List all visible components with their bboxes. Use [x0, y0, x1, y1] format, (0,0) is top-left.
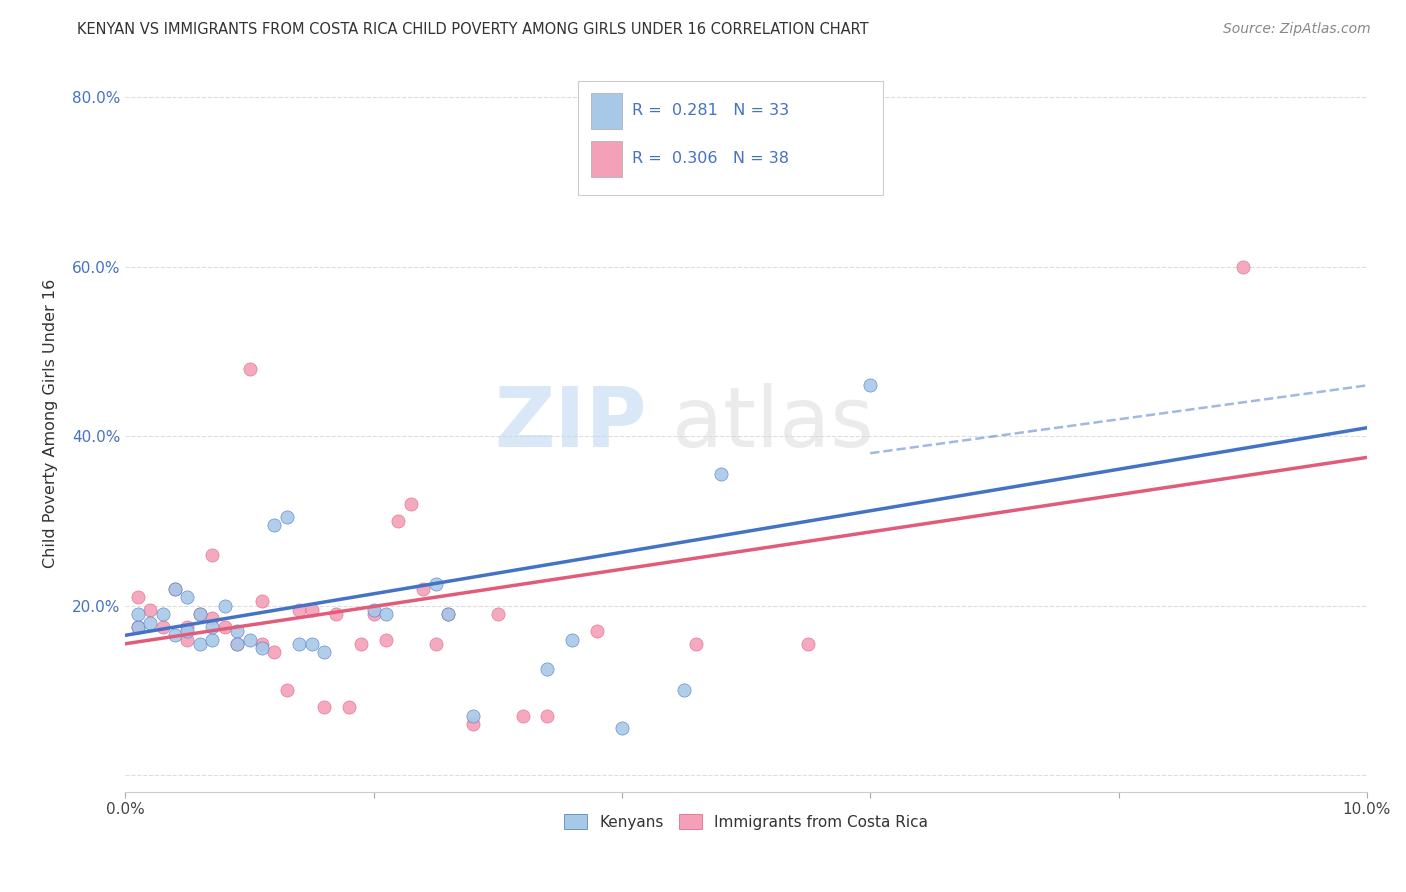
Text: R =  0.306   N = 38: R = 0.306 N = 38	[631, 151, 789, 166]
Point	[673, 683, 696, 698]
Point	[561, 632, 583, 647]
Point	[250, 637, 273, 651]
Point	[226, 637, 249, 651]
Text: Source: ZipAtlas.com: Source: ZipAtlas.com	[1223, 22, 1371, 37]
Point	[412, 582, 434, 596]
Point	[127, 590, 149, 604]
Point	[512, 708, 534, 723]
Point	[263, 645, 285, 659]
Point	[425, 637, 447, 651]
Text: ZIP: ZIP	[495, 383, 647, 464]
Point	[536, 708, 558, 723]
Point	[201, 620, 224, 634]
Point	[139, 615, 162, 630]
Point	[250, 640, 273, 655]
Point	[375, 632, 398, 647]
Point	[797, 637, 820, 651]
Text: KENYAN VS IMMIGRANTS FROM COSTA RICA CHILD POVERTY AMONG GIRLS UNDER 16 CORRELAT: KENYAN VS IMMIGRANTS FROM COSTA RICA CHI…	[77, 22, 869, 37]
Point	[312, 645, 335, 659]
Point	[127, 620, 149, 634]
Point	[301, 603, 323, 617]
Point	[163, 582, 186, 596]
Point	[312, 700, 335, 714]
Point	[226, 637, 249, 651]
Point	[1232, 260, 1254, 274]
Point	[461, 708, 484, 723]
Text: R =  0.281   N = 33: R = 0.281 N = 33	[631, 103, 789, 118]
Legend: Kenyans, Immigrants from Costa Rica: Kenyans, Immigrants from Costa Rica	[558, 807, 934, 836]
Point	[176, 624, 198, 638]
Point	[201, 632, 224, 647]
Point	[214, 599, 236, 613]
Point	[437, 607, 460, 621]
Point	[127, 620, 149, 634]
Point	[437, 607, 460, 621]
Point	[152, 607, 174, 621]
Text: atlas: atlas	[672, 383, 873, 464]
Point	[337, 700, 360, 714]
Point	[250, 594, 273, 608]
Point	[536, 662, 558, 676]
Point	[685, 637, 707, 651]
Point	[350, 637, 373, 651]
Point	[425, 577, 447, 591]
FancyBboxPatch shape	[578, 81, 883, 195]
Point	[375, 607, 398, 621]
Point	[176, 590, 198, 604]
Point	[176, 620, 198, 634]
Point	[610, 722, 633, 736]
Point	[276, 683, 298, 698]
Point	[486, 607, 509, 621]
Point	[238, 361, 260, 376]
Point	[188, 607, 211, 621]
Point	[710, 467, 733, 482]
Point	[127, 607, 149, 621]
Point	[399, 497, 422, 511]
Point	[163, 628, 186, 642]
Point	[276, 509, 298, 524]
Point	[363, 607, 385, 621]
Point	[163, 582, 186, 596]
Point	[859, 378, 882, 392]
Point	[152, 620, 174, 634]
Point	[226, 624, 249, 638]
Point	[139, 603, 162, 617]
Point	[586, 624, 609, 638]
Point	[263, 518, 285, 533]
Point	[176, 632, 198, 647]
FancyBboxPatch shape	[591, 94, 621, 128]
Point	[288, 603, 311, 617]
Point	[238, 632, 260, 647]
Point	[188, 637, 211, 651]
Point	[188, 607, 211, 621]
Y-axis label: Child Poverty Among Girls Under 16: Child Poverty Among Girls Under 16	[44, 279, 58, 568]
Point	[201, 548, 224, 562]
Point	[363, 603, 385, 617]
Point	[387, 514, 409, 528]
Point	[301, 637, 323, 651]
Point	[201, 611, 224, 625]
Point	[461, 717, 484, 731]
Point	[325, 607, 347, 621]
Point	[214, 620, 236, 634]
FancyBboxPatch shape	[591, 141, 621, 177]
Point	[288, 637, 311, 651]
